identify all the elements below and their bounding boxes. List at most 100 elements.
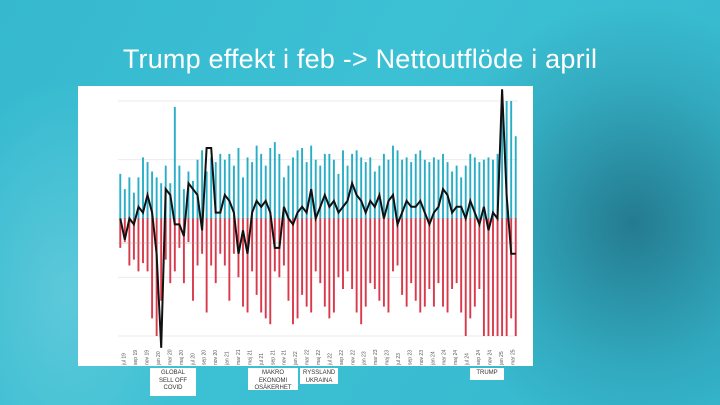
outflow-bar bbox=[360, 218, 363, 325]
outflow-bar bbox=[364, 218, 367, 307]
inflow-bar bbox=[396, 150, 399, 219]
inflow-bar bbox=[228, 153, 231, 219]
outflow-bar bbox=[492, 218, 494, 336]
inflow-bar bbox=[128, 177, 131, 219]
x-tick-label: jul 19 bbox=[122, 353, 128, 366]
annotation-makro-line-3: OSÄKERHET bbox=[254, 385, 292, 391]
outflow-bar bbox=[178, 218, 181, 248]
outflow-bar bbox=[292, 218, 294, 325]
outflow-bar bbox=[469, 218, 472, 319]
inflow-bar bbox=[346, 165, 349, 219]
x-tick-label: sep 24 bbox=[476, 350, 482, 365]
outflow-bar bbox=[487, 218, 490, 336]
inflow-bar bbox=[464, 165, 467, 219]
outflow-bar bbox=[305, 218, 308, 307]
outflow-bar bbox=[342, 218, 344, 289]
outflow-bar bbox=[442, 218, 444, 307]
annotation-makro-line-1: MAKRO bbox=[261, 370, 284, 376]
outflow-bar bbox=[264, 218, 267, 319]
inflow-bar bbox=[219, 153, 222, 219]
net-flow-line bbox=[119, 89, 516, 348]
inflow-bar bbox=[255, 145, 258, 219]
annotation-makro: MAKRO EKONOMI OSÄKERHET bbox=[248, 368, 298, 391]
x-tick-label: maj 20 bbox=[179, 350, 185, 365]
outflow-bar bbox=[378, 218, 381, 301]
inflow-bar bbox=[469, 153, 472, 219]
slide-title: Trump effekt i feb -> Nettoutflöde i apr… bbox=[122, 44, 598, 74]
x-tick-label: nov 24 bbox=[487, 350, 493, 365]
inflow-bar bbox=[373, 171, 376, 219]
outflow-bar bbox=[160, 218, 163, 301]
inflow-bar bbox=[223, 159, 226, 219]
x-tick-label: maj 24 bbox=[453, 350, 459, 365]
outflow-bar bbox=[419, 218, 422, 313]
x-tick-label: nov 22 bbox=[350, 350, 356, 365]
x-tick-label: mar 22 bbox=[305, 349, 311, 365]
outflow-bar bbox=[323, 218, 326, 307]
outflow-bar bbox=[455, 218, 458, 284]
outflow-bar bbox=[501, 218, 504, 336]
inflow-bar bbox=[360, 157, 363, 219]
inflow-bar bbox=[364, 162, 367, 219]
outflow-bar bbox=[337, 218, 340, 278]
annotation-ryssland: RYSSLAND UKRAINA bbox=[300, 368, 338, 384]
outflow-bar bbox=[260, 218, 263, 313]
annotation-ryssland-line-2: UKRAINA bbox=[305, 377, 333, 384]
outflow-bar bbox=[223, 218, 226, 266]
outflow-bar bbox=[246, 218, 249, 313]
inflow-bar bbox=[232, 165, 235, 219]
inflow-bar bbox=[428, 162, 431, 219]
outflow-bar bbox=[496, 218, 499, 336]
inflow-bar bbox=[314, 159, 317, 219]
x-tick-label: maj 22 bbox=[316, 350, 322, 365]
outflow-bar bbox=[319, 218, 322, 284]
inflow-bar bbox=[473, 157, 476, 219]
inflow-bar bbox=[337, 173, 340, 219]
outflow-bar bbox=[282, 218, 285, 266]
inflow-bar bbox=[332, 159, 335, 219]
outflow-bar bbox=[146, 218, 149, 272]
inflow-bar bbox=[260, 153, 263, 219]
inflow-bar bbox=[151, 171, 154, 219]
outflow-bar bbox=[437, 218, 440, 284]
x-tick-label: jan 25 bbox=[499, 351, 505, 366]
x-tick-label: jul 22 bbox=[327, 353, 333, 366]
inflow-bar bbox=[282, 177, 285, 219]
inflow-bar bbox=[323, 153, 326, 219]
outflow-bar bbox=[414, 218, 417, 301]
outflow-bar bbox=[269, 218, 272, 325]
outflow-bar bbox=[355, 218, 358, 313]
x-tick-label: jan 20 bbox=[156, 351, 162, 366]
outflow-bar bbox=[187, 218, 190, 242]
inflow-bar bbox=[278, 153, 281, 219]
outflow-bar bbox=[401, 218, 404, 295]
inflow-bar bbox=[492, 159, 494, 219]
outflow-bar bbox=[255, 218, 258, 295]
inflow-bar bbox=[369, 157, 372, 219]
outflow-bar bbox=[446, 218, 449, 313]
inflow-bar bbox=[310, 145, 313, 219]
outflow-bar bbox=[410, 218, 413, 284]
x-tick-label: maj 23 bbox=[385, 350, 391, 365]
inflow-bar bbox=[392, 145, 394, 219]
inflow-bar bbox=[201, 150, 204, 219]
outflow-bar bbox=[310, 218, 313, 313]
inflow-bar bbox=[501, 101, 504, 219]
x-tick-label: nov 23 bbox=[419, 350, 425, 365]
outflow-bar bbox=[373, 218, 376, 289]
outflow-bar bbox=[387, 218, 390, 313]
inflow-bar bbox=[251, 162, 254, 219]
x-tick-label: mar 25 bbox=[510, 349, 516, 365]
inflow-bar bbox=[387, 159, 390, 219]
inflow-bar bbox=[355, 150, 358, 219]
outflow-bar bbox=[396, 218, 399, 266]
x-tick-label: sep 23 bbox=[407, 350, 413, 365]
outflow-bar bbox=[346, 218, 349, 272]
outflow-bars bbox=[119, 218, 517, 336]
x-tick-label: jan 24 bbox=[430, 351, 436, 366]
inflow-bar bbox=[123, 189, 126, 219]
inflow-bar bbox=[287, 165, 290, 219]
outflow-bar bbox=[132, 218, 135, 260]
inflow-bar bbox=[514, 136, 517, 219]
inflow-bar bbox=[414, 153, 417, 219]
